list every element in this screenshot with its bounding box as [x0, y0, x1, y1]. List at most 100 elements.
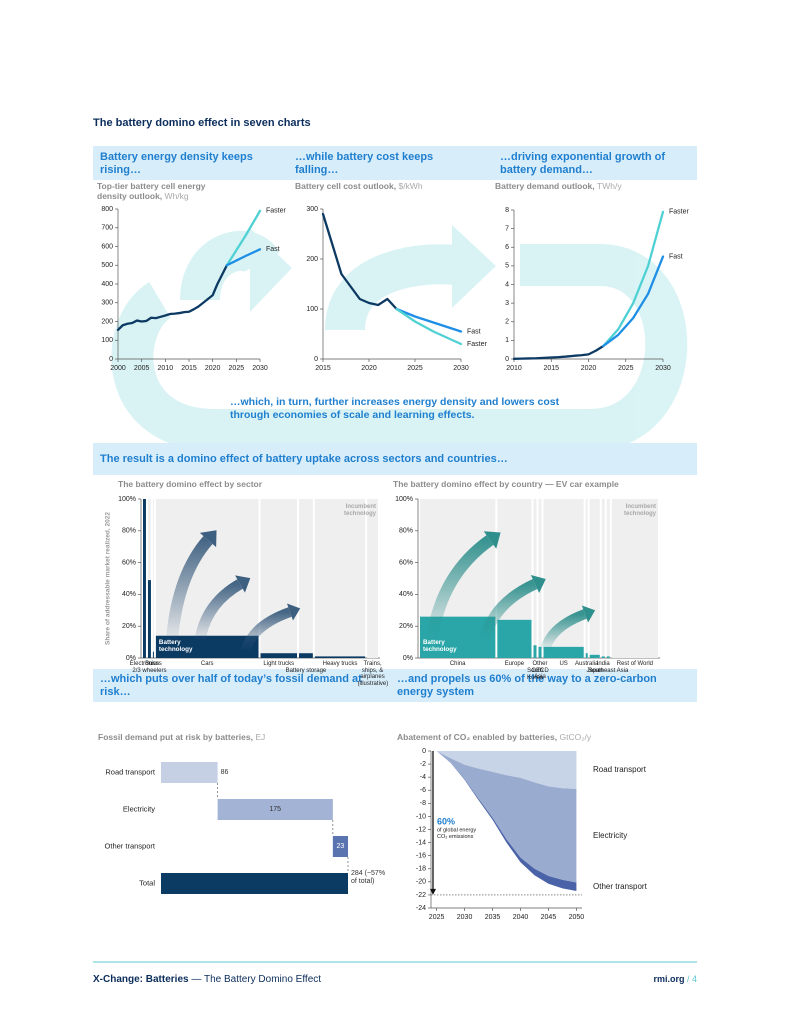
y-tick-label: -10	[416, 813, 426, 820]
trend-arrow	[194, 579, 243, 642]
x-tick-label: India	[596, 661, 610, 667]
annotation-text: CO₂ emissions	[437, 834, 474, 840]
x-tick-label: Trains, ships, & airplanes (illustrative…	[357, 661, 389, 687]
page-title: The battery domino effect in seven chart…	[93, 117, 311, 129]
background-column	[314, 499, 366, 658]
series-label: Other transport	[593, 882, 648, 891]
y-tick-label: 300	[306, 206, 318, 213]
x-tick-label: China	[449, 661, 466, 667]
y-axis-label: Share of addressable market realized, 20…	[105, 512, 112, 645]
x-tick-label: 2015	[543, 365, 559, 372]
bar	[585, 653, 588, 658]
bar	[601, 656, 605, 658]
trend-arrow	[540, 609, 587, 652]
background-column	[299, 499, 313, 658]
line	[602, 210, 665, 348]
x-tick-label: Electronics	[129, 661, 160, 667]
reference-arrowhead	[430, 888, 436, 895]
annotation: Battery technology	[158, 639, 193, 653]
chart-unit: TWh/y	[597, 181, 622, 191]
line	[395, 307, 463, 346]
y-tick-label: 80%	[399, 528, 413, 535]
chart-subtitle: Fossil demand put at risk by batteries, …	[98, 732, 388, 742]
y-tick-label: -4	[420, 774, 426, 781]
x-tick-label: Europe	[504, 661, 525, 667]
site: rmi.org	[653, 974, 685, 984]
line	[602, 255, 665, 348]
x-tick-label: 2035	[485, 914, 501, 921]
x-tick-label: Buses	[145, 661, 162, 667]
bar	[152, 651, 154, 658]
bar	[543, 646, 584, 658]
chart-title: Abatement of CO₂ enabled by batteries,	[397, 732, 558, 742]
y-tick-label: 60%	[122, 559, 136, 566]
x-tick-label: Heavy trucks	[322, 661, 358, 667]
y-tick-label: 200	[101, 318, 113, 325]
banner-text: Battery energy density keeps rising…	[100, 151, 253, 176]
background-column	[152, 499, 154, 658]
series-label: Faster	[266, 208, 287, 215]
banner-text: The result is a domino effect of battery…	[100, 453, 508, 465]
trend-arrow	[479, 579, 538, 642]
y-tick-label: -16	[416, 853, 426, 860]
bar	[147, 580, 151, 658]
y-tick-label: 700	[101, 225, 113, 232]
y-tick-label: 100%	[118, 496, 136, 503]
y-tick-label: 0	[109, 356, 113, 363]
bar	[143, 499, 146, 658]
x-tick-label: 2015	[315, 365, 331, 372]
chart-subtitle: The battery domino effect by country — E…	[393, 479, 673, 489]
y-tick-label: -24	[416, 905, 426, 912]
y-tick-label: 4	[505, 281, 509, 288]
y-tick-label: 1	[505, 337, 509, 344]
trend-arrowhead	[483, 531, 501, 549]
value-label: 175	[269, 805, 282, 813]
y-tick-label: 0	[314, 356, 318, 363]
series-label: Electricity	[593, 831, 627, 840]
value-label: 23	[336, 842, 345, 850]
x-tick-label: 2030	[252, 365, 268, 372]
loop-arc	[111, 244, 688, 451]
background-column	[589, 499, 600, 658]
y-tick-label: 80%	[122, 528, 136, 535]
x-tick-label: 2010	[506, 365, 522, 372]
x-tick-label: Cars	[200, 661, 214, 667]
x-tick-label: 2020	[205, 365, 221, 372]
background-column	[367, 499, 378, 658]
loop-text: …which, in turn, further increases energ…	[230, 396, 560, 421]
y-tick-label: -18	[416, 866, 426, 873]
x-tick-label: Battery storage	[285, 668, 327, 674]
y-tick-label: 300	[101, 300, 113, 307]
annotation: Battery technology	[423, 639, 457, 653]
y-tick-label: -14	[416, 839, 426, 846]
background-column	[585, 499, 588, 658]
y-tick-label: 40%	[399, 591, 413, 598]
trend-arrowhead	[286, 603, 301, 621]
x-tick-label: 2010	[158, 365, 174, 372]
x-tick-label: Australia	[575, 661, 599, 667]
banner	[93, 146, 697, 180]
trend-arrow	[166, 536, 213, 641]
loop-arrowhead	[452, 225, 496, 308]
y-tick-label: 100	[306, 306, 318, 313]
background-column	[147, 499, 151, 658]
background-column	[260, 499, 298, 658]
loop-graphic	[111, 225, 688, 451]
bar	[533, 645, 537, 658]
trend-arrowhead	[530, 575, 546, 593]
background-column	[611, 499, 658, 658]
x-tick-label: 2020	[581, 365, 597, 372]
chart-unit: EJ	[255, 732, 266, 742]
loop-arrowhead	[250, 228, 292, 312]
chart-unit: $/kWh	[398, 181, 423, 191]
y-tick-label: 8	[505, 207, 509, 214]
y-tick-label: 2	[505, 319, 509, 326]
line	[225, 209, 262, 267]
category-label: Electricity	[123, 804, 155, 813]
background-column	[601, 499, 605, 658]
y-tick-label: 600	[101, 243, 113, 250]
chart-title: Battery cell cost outlook,	[295, 181, 397, 191]
x-tick-label: 2040	[513, 914, 529, 921]
page-number: / 4	[686, 974, 697, 984]
